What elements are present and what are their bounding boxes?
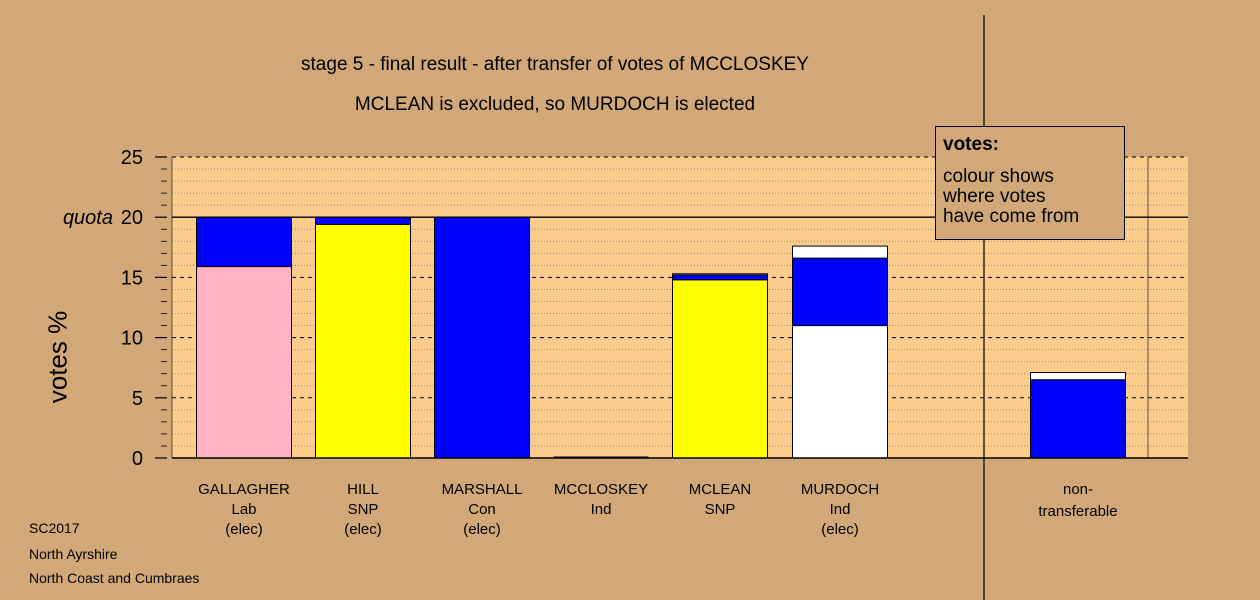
bar-segment xyxy=(792,257,888,327)
footer-election: SC2017 xyxy=(29,520,80,536)
candidate-party-label: Con xyxy=(468,501,496,518)
candidate-name-label: MURDOCH xyxy=(801,481,879,498)
bar-segment xyxy=(672,274,768,281)
legend-box: votes: colour shows where votes have com… xyxy=(935,126,1125,240)
bar-segment xyxy=(196,216,292,268)
candidate-name-label: MCLEAN xyxy=(689,481,752,498)
quota-label: quota xyxy=(63,207,113,229)
candidate-name-label: GALLAGHER xyxy=(198,481,290,498)
y-axis-label: votes % xyxy=(42,310,73,404)
legend-line: colour shows xyxy=(943,166,1054,187)
nontransferable-segment xyxy=(1030,379,1126,459)
y-tick-label: 25 xyxy=(121,147,143,169)
chart-title: stage 5 - final result - after transfer … xyxy=(301,54,809,75)
legend-line: where votes xyxy=(943,186,1046,207)
nontransferable-segment xyxy=(1030,372,1126,381)
bar-segment xyxy=(672,273,768,276)
legend-line: have come from xyxy=(943,206,1080,227)
footer-council: North Ayrshire xyxy=(29,546,118,562)
candidate-name-label: HILL xyxy=(347,481,379,498)
candidate-name-label: MCCLOSKEY xyxy=(554,481,648,498)
nontransferable-label: transferable xyxy=(1038,503,1117,520)
candidate-party-label: Ind xyxy=(830,501,851,518)
candidate-party-label: Lab xyxy=(231,501,256,518)
bar-segment xyxy=(672,279,768,459)
chart-subtitle: MCLEAN is excluded, so MURDOCH is electe… xyxy=(354,94,756,115)
legend-title: votes: xyxy=(943,134,999,155)
candidate-party-label: SNP xyxy=(705,501,736,518)
footer-ward: North Coast and Cumbraes xyxy=(29,570,200,586)
candidate-status-label: (elec) xyxy=(344,521,382,538)
candidate-status-label: (elec) xyxy=(463,521,501,538)
bar-segment xyxy=(434,216,530,459)
bar-segment xyxy=(196,266,292,459)
candidate-party-label: Ind xyxy=(591,501,612,518)
candidate-party-label: SNP xyxy=(348,501,379,518)
y-tick-label: 15 xyxy=(121,267,143,289)
candidate-status-label: (elec) xyxy=(821,521,859,538)
bar-segment xyxy=(792,245,888,259)
y-tick-label: 0 xyxy=(132,448,143,470)
y-tick-label: 10 xyxy=(121,328,143,350)
bar-segment xyxy=(315,216,411,225)
candidate-status-label: (elec) xyxy=(225,521,263,538)
bar-segment xyxy=(315,223,411,459)
y-tick-label: 20 xyxy=(121,207,143,229)
nontransferable-label: non- xyxy=(1063,481,1093,498)
bar-segment xyxy=(792,325,888,459)
y-tick-label: 5 xyxy=(132,388,143,410)
candidate-name-label: MARSHALL xyxy=(442,481,523,498)
